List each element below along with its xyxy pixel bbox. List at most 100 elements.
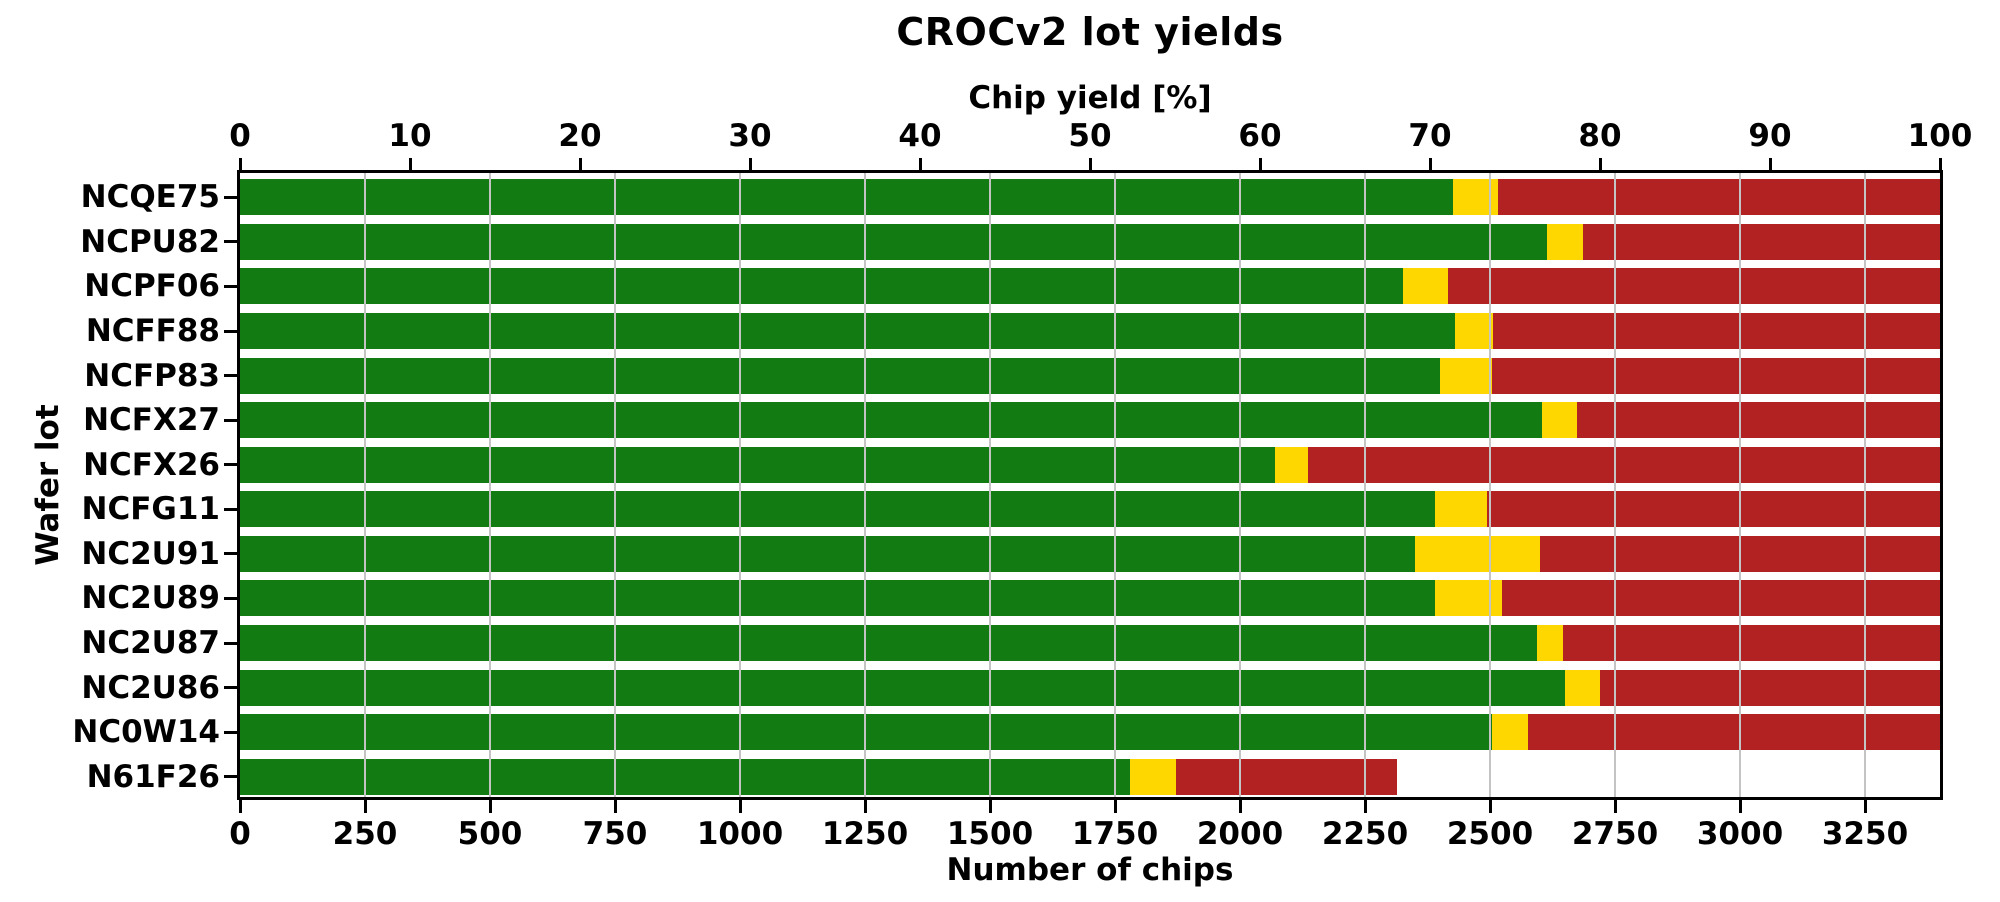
y-tick-label: NCFG11: [81, 491, 220, 528]
x-tick-label-bottom: 1000: [696, 816, 784, 852]
x-grid-line: [1739, 173, 1741, 797]
x-tick-label-top: 10: [388, 118, 432, 154]
x-tick-bottom: [1488, 800, 1492, 813]
bar-segment-yellow-marginal-NC0W14: [1492, 714, 1528, 751]
bar-segment-red-fail-NC0W14: [1528, 714, 1940, 751]
x-tick-top: [408, 158, 412, 170]
x-tick-label-top: 90: [1748, 118, 1792, 154]
bar-segment-yellow-marginal-NCFX26: [1275, 446, 1308, 483]
bar-segment-red-fail-NCPF06: [1448, 268, 1940, 305]
y-tick: [224, 418, 237, 422]
x-tick-bottom: [863, 800, 867, 813]
bar-segment-green-pass-NC2U89: [240, 580, 1435, 617]
bar-segment-red-fail-NCFX27: [1577, 402, 1940, 439]
bar-segment-red-fail-NCFX26: [1308, 446, 1940, 483]
x-tick-label-bottom: 2500: [1446, 816, 1534, 852]
bar-segment-green-pass-NCFX27: [240, 402, 1542, 439]
y-tick-label: NCFX27: [83, 402, 220, 439]
bar-segment-yellow-marginal-NC2U86: [1565, 669, 1600, 706]
x-grid-line: [1114, 173, 1116, 797]
x-tick-bottom: [988, 800, 992, 813]
x-tick-top: [578, 158, 582, 170]
x-grid-line: [739, 173, 741, 797]
x-tick-label-top: 50: [1068, 118, 1112, 154]
bar-segment-yellow-marginal-NC2U91: [1415, 535, 1540, 572]
x-tick-label-bottom: 3250: [1821, 816, 1909, 852]
bar-segment-green-pass-N61F26: [240, 758, 1130, 795]
y-tick: [224, 374, 237, 378]
x-grid-line: [1864, 173, 1866, 797]
bar-segment-yellow-marginal-NCPF06: [1403, 268, 1448, 305]
y-tick: [224, 552, 237, 556]
bar-segment-green-pass-NC2U87: [240, 625, 1537, 661]
chart-title: CROCv2 lot yields: [896, 10, 1284, 54]
bar-segment-yellow-marginal-NC2U87: [1537, 625, 1563, 661]
x-tick-bottom: [363, 800, 367, 813]
x-tick-label-top: 30: [728, 118, 772, 154]
bar-segment-red-fail-NC2U87: [1563, 625, 1940, 661]
y-tick: [224, 686, 237, 690]
bar-segment-red-fail-NCFP83: [1492, 357, 1940, 394]
y-tick: [224, 463, 237, 467]
x-tick-bottom: [613, 800, 617, 813]
bar-segment-yellow-marginal-NCFG11: [1435, 491, 1487, 528]
x-tick-label-top: 70: [1408, 118, 1452, 154]
y-tick-label: NCPU82: [80, 223, 220, 260]
bar-segment-green-pass-NC2U91: [240, 535, 1415, 572]
x-grid-line: [364, 173, 366, 797]
x-tick-top: [1598, 158, 1602, 170]
x-tick-bottom: [1238, 800, 1242, 813]
bar-segment-red-fail-NC2U86: [1600, 669, 1940, 706]
x-tick-bottom: [1363, 800, 1367, 813]
bar-segment-yellow-marginal-NCQE75: [1453, 179, 1498, 216]
x-tick-label-bottom: 2750: [1571, 816, 1659, 852]
y-tick: [224, 329, 237, 333]
bar-segment-yellow-marginal-NC2U89: [1435, 580, 1502, 617]
y-tick-label: NCFX26: [83, 446, 220, 483]
y-tick-label: NCQE75: [80, 179, 220, 216]
y-tick-label: NC2U86: [81, 669, 220, 706]
y-tick-label: NCFF88: [85, 313, 220, 349]
x-tick-top: [238, 158, 242, 170]
y-tick: [224, 195, 237, 199]
x-tick-bottom: [738, 800, 742, 813]
x-tick-label-top: 100: [1907, 118, 1973, 154]
bar-segment-yellow-marginal-N61F26: [1130, 758, 1176, 795]
x-tick-label-bottom: 750: [582, 816, 648, 852]
bar-segment-green-pass-NC0W14: [240, 714, 1492, 751]
y-tick-label: NCFP83: [84, 357, 220, 394]
top-axis-label: Chip yield [%]: [968, 80, 1212, 116]
y-tick: [224, 284, 237, 288]
bar-segment-red-fail-NCFF88: [1493, 313, 1940, 349]
bottom-axis-label: Number of chips: [946, 852, 1234, 888]
y-tick-label: NC2U91: [81, 535, 220, 572]
x-grid-line: [1489, 173, 1491, 797]
y-tick-label: NC2U89: [81, 580, 220, 617]
x-tick-bottom: [488, 800, 492, 813]
x-tick-label-bottom: 2000: [1196, 816, 1284, 852]
x-tick-label-bottom: 2250: [1321, 816, 1409, 852]
y-tick: [224, 775, 237, 779]
x-tick-label-bottom: 1250: [821, 816, 909, 852]
bar-segment-yellow-marginal-NCFX27: [1542, 402, 1577, 439]
x-tick-label-bottom: 1750: [1071, 816, 1159, 852]
x-tick-bottom: [1738, 800, 1742, 813]
y-tick: [224, 596, 237, 600]
bar-segment-red-fail-NCQE75: [1498, 179, 1940, 216]
bar-segment-green-pass-NCPF06: [240, 268, 1403, 305]
x-tick-label-top: 40: [898, 118, 942, 154]
x-grid-line: [864, 173, 866, 797]
x-tick-bottom: [1863, 800, 1867, 813]
x-tick-bottom: [1613, 800, 1617, 813]
x-tick-label-top: 80: [1578, 118, 1622, 154]
x-grid-line: [1614, 173, 1616, 797]
x-grid-line: [989, 173, 991, 797]
y-tick-label: NCPF06: [84, 268, 220, 305]
y-tick: [224, 641, 237, 645]
bar-segment-green-pass-NCFF88: [240, 313, 1455, 349]
y-tick: [224, 730, 237, 734]
bar-segment-red-fail-NC2U89: [1502, 580, 1940, 617]
y-tick: [224, 507, 237, 511]
x-grid-line: [1239, 173, 1241, 797]
